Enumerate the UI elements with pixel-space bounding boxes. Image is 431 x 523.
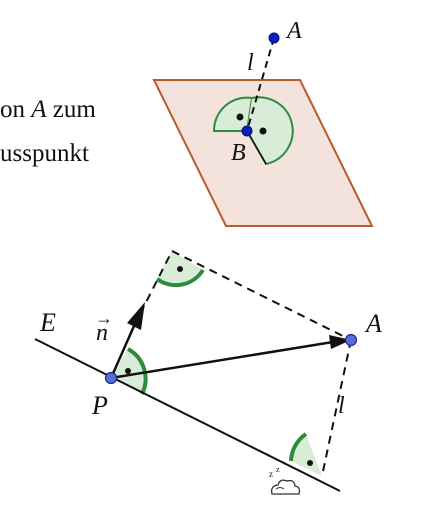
angle-edge-top bbox=[246, 130, 267, 165]
label-l-bottom: l bbox=[338, 393, 345, 419]
angle-arc-corner bbox=[155, 268, 205, 288]
line1-variable: A bbox=[31, 96, 47, 123]
vector-n-shaft bbox=[109, 325, 136, 379]
point-A-bottom bbox=[344, 333, 358, 347]
vector-PA-arrowhead bbox=[329, 335, 351, 349]
label-A-bottom: A bbox=[364, 309, 382, 338]
angle-marker-top bbox=[212, 96, 254, 132]
label-A-top: A bbox=[285, 18, 302, 44]
point-P bbox=[104, 371, 118, 385]
angle-dot-foot bbox=[307, 460, 313, 466]
sleep-cloud-icon: z z bbox=[269, 465, 301, 495]
top-figure: A l B bbox=[152, 18, 374, 227]
vector-n-arrowhead bbox=[127, 302, 145, 330]
dashed-top-edge bbox=[171, 250, 352, 341]
intro-text-line-2: usspunkt bbox=[0, 140, 89, 167]
label-P: P bbox=[91, 391, 108, 420]
bottom-figure: E n → P A l bbox=[34, 250, 382, 492]
vector-PA-shaft bbox=[110, 340, 334, 380]
svg-text:z: z bbox=[276, 465, 280, 474]
line1-prefix: on bbox=[0, 96, 32, 123]
dashed-line-l bbox=[321, 339, 352, 477]
point-B-top bbox=[241, 125, 253, 137]
angle-marker-top-lower bbox=[246, 96, 294, 166]
angle-dot-top-1 bbox=[236, 113, 244, 121]
intro-text-line-1: on A zum bbox=[0, 96, 96, 124]
label-B-top: B bbox=[231, 140, 246, 166]
svg-text:z: z bbox=[269, 469, 273, 479]
angle-marker-foot bbox=[291, 434, 322, 476]
angle-dot-top-2 bbox=[259, 127, 267, 135]
label-n-arrow: → bbox=[95, 308, 113, 328]
line1-suffix: zum bbox=[46, 96, 96, 123]
angle-arc-P bbox=[126, 347, 148, 395]
point-A-top bbox=[268, 32, 280, 44]
label-l-top: l bbox=[247, 50, 254, 76]
angle-dot-corner bbox=[177, 266, 183, 272]
label-E: E bbox=[39, 308, 56, 337]
angle-dot-P bbox=[125, 368, 131, 374]
line-l-top bbox=[246, 37, 275, 132]
angle-arc-foot bbox=[289, 432, 308, 462]
label-n: n bbox=[96, 320, 108, 346]
plane-E-line bbox=[34, 338, 341, 492]
